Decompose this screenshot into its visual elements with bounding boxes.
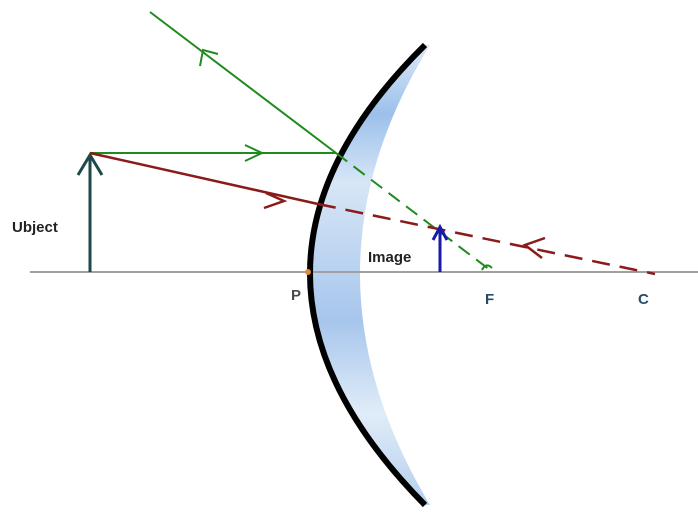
image-arrow — [433, 227, 447, 272]
image-label: Image — [368, 249, 411, 266]
page: Ubject Image P F C (() => { const data =… — [0, 0, 698, 516]
pole-point — [305, 269, 311, 275]
green-ray — [90, 12, 490, 270]
focus-label: F — [485, 291, 494, 308]
centre-label: C — [638, 291, 649, 308]
pole-label: P — [291, 287, 301, 304]
object-arrow — [78, 155, 102, 272]
ray-diagram: Ubject Image P F C — [0, 0, 698, 516]
object-label: Ubject — [12, 219, 58, 236]
